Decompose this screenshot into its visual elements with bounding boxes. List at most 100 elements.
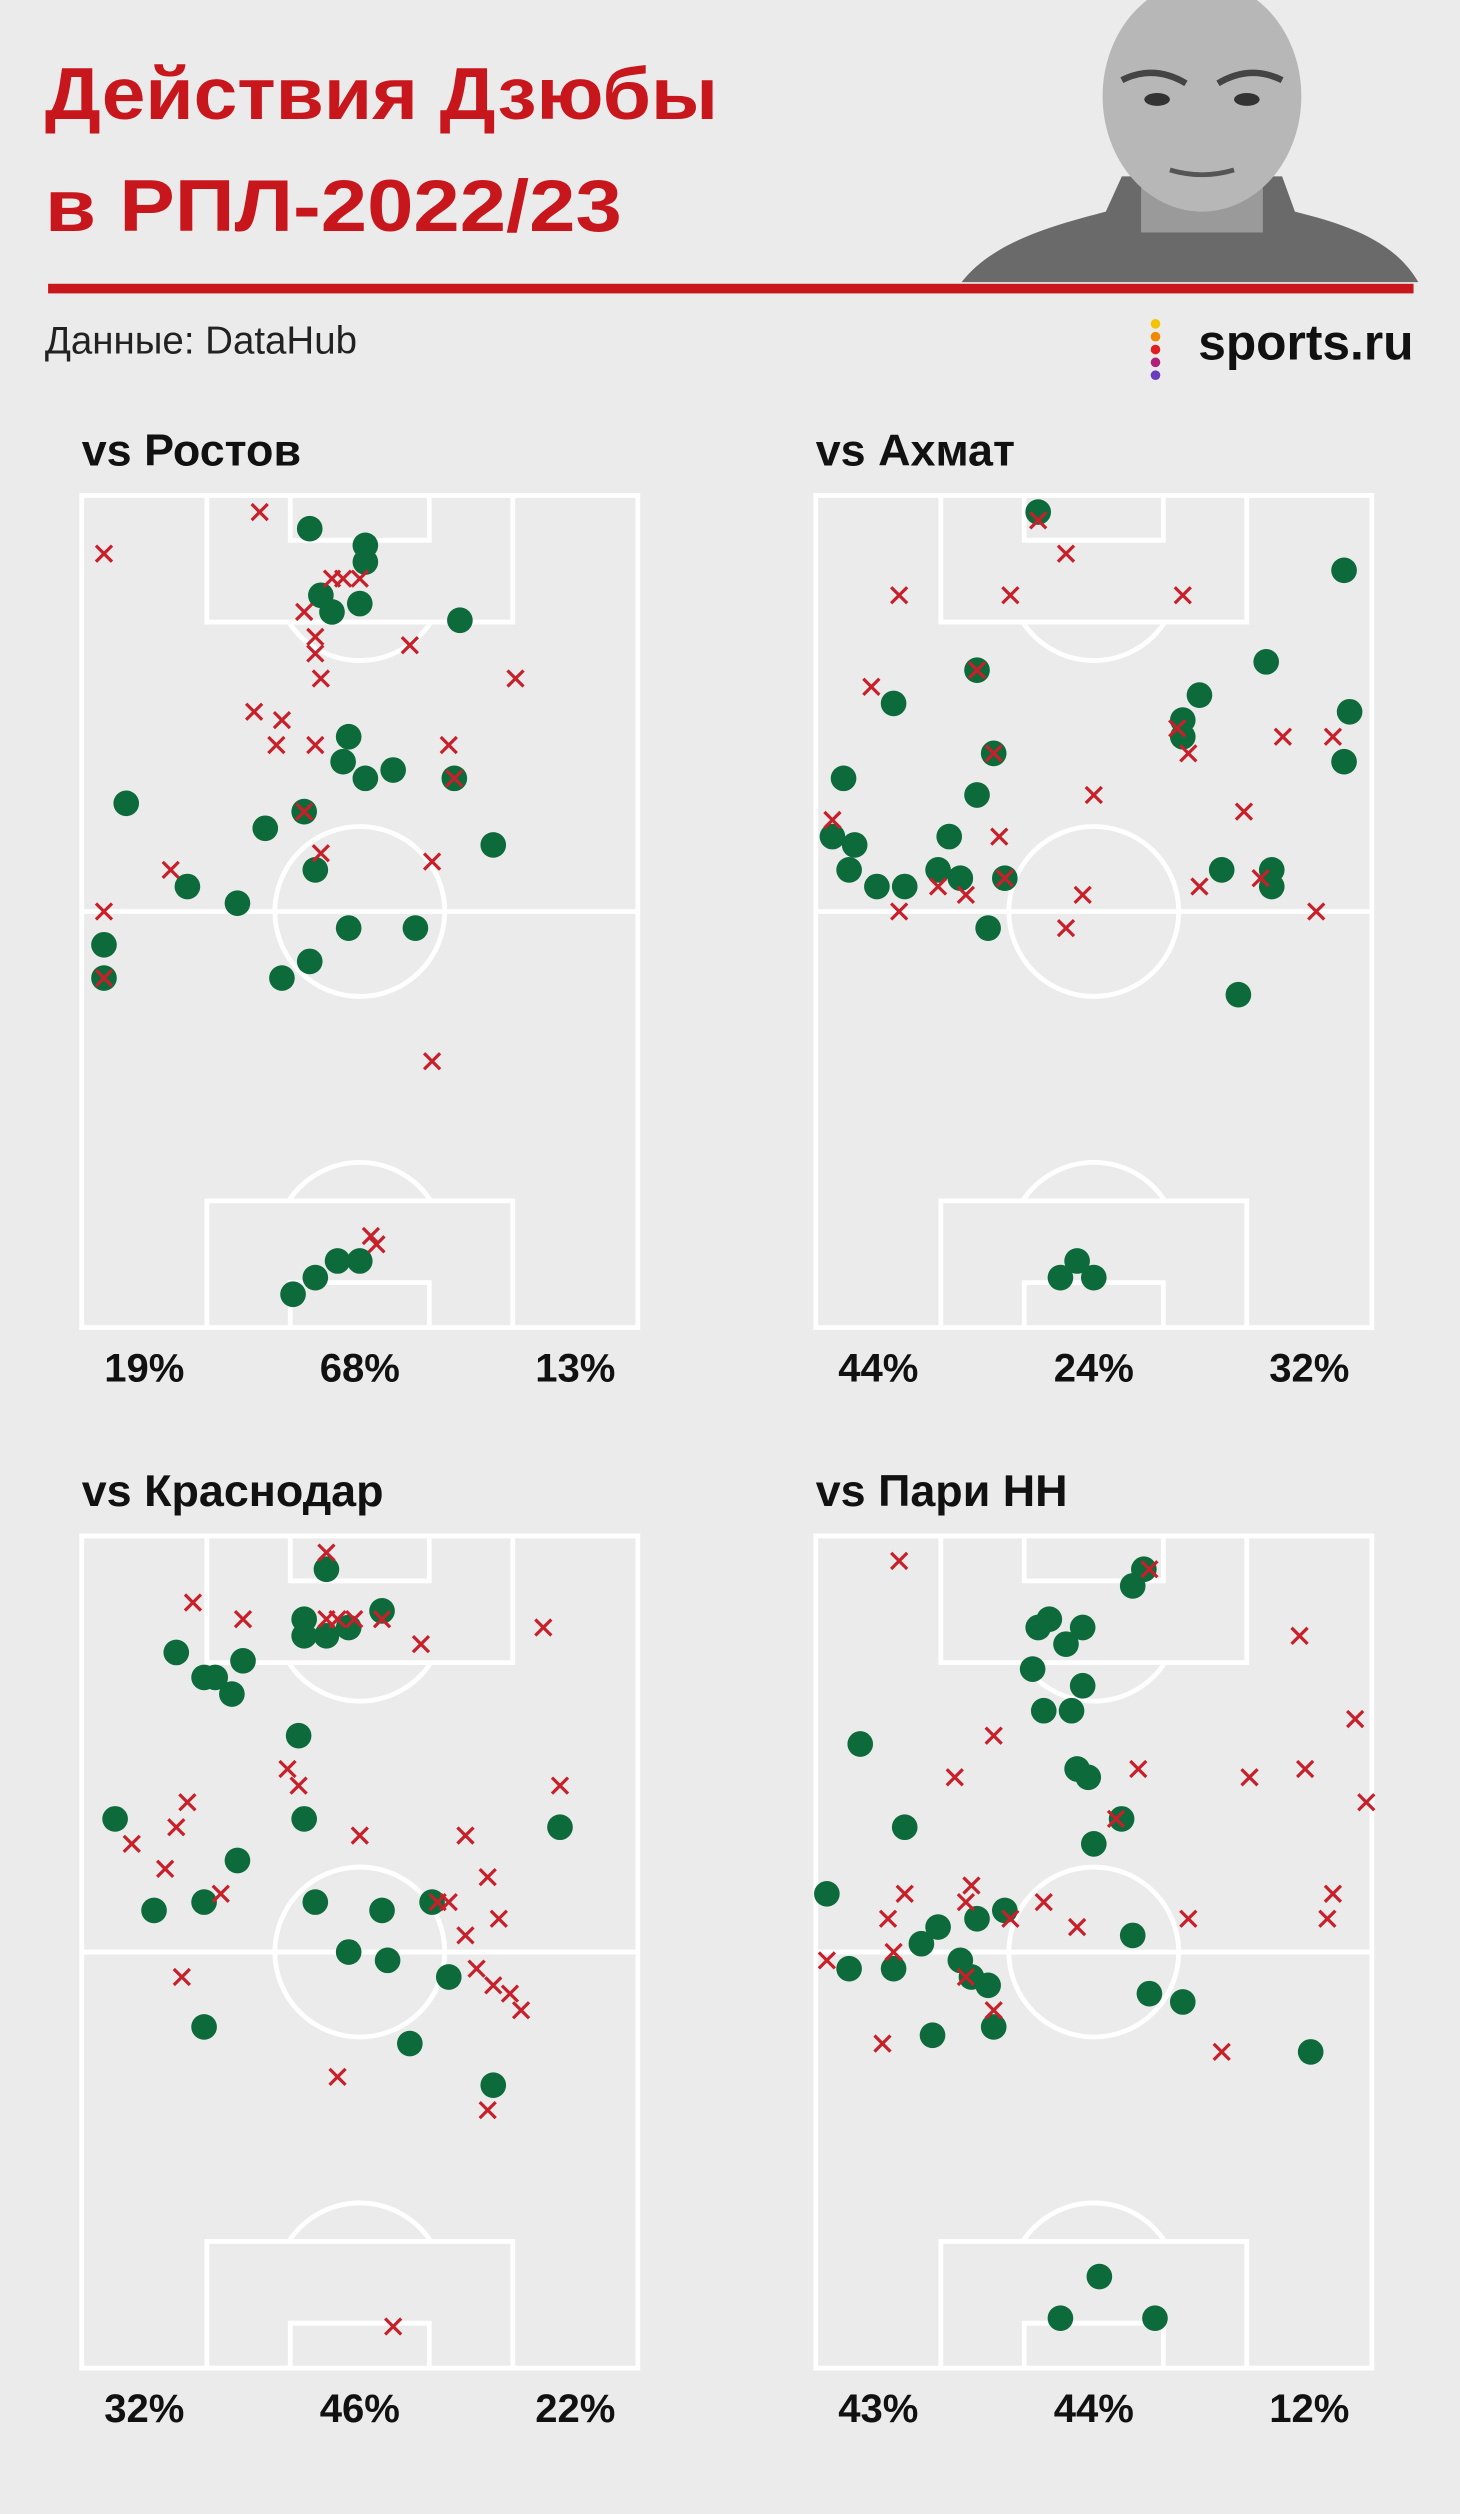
penalty-arc bbox=[286, 1160, 433, 1203]
action-cross bbox=[489, 1909, 508, 1928]
action-cross bbox=[478, 1867, 497, 1887]
zone-share: 19% bbox=[104, 1346, 184, 1390]
action-cross bbox=[1034, 1892, 1053, 1912]
action-cross bbox=[873, 2034, 892, 2053]
zone-share: 68% bbox=[320, 1346, 400, 1390]
zone-share: 12% bbox=[1269, 2387, 1349, 2431]
action-dot bbox=[964, 1905, 990, 1932]
action-cross bbox=[1212, 2042, 1231, 2062]
action-cross bbox=[161, 860, 180, 880]
action-cross bbox=[94, 968, 114, 988]
action-cross bbox=[967, 661, 987, 680]
action-cross bbox=[984, 1726, 1003, 1745]
action-dot bbox=[1069, 1672, 1096, 1699]
action-cross bbox=[445, 769, 464, 788]
action-dot bbox=[925, 857, 951, 883]
logo-dot bbox=[1150, 357, 1161, 368]
action-cross bbox=[895, 1884, 914, 1903]
logo-dot bbox=[1150, 344, 1161, 355]
action-cross bbox=[456, 1926, 475, 1945]
penalty-arc bbox=[1020, 1160, 1167, 1203]
goal-area bbox=[287, 1535, 432, 1584]
action-cross bbox=[984, 744, 1003, 763]
action-cross bbox=[1295, 1759, 1315, 1779]
logo-dot bbox=[1150, 319, 1161, 329]
zone-share: 46% bbox=[320, 2387, 400, 2431]
action-cross bbox=[484, 1976, 503, 1995]
action-dot bbox=[1053, 1631, 1079, 1657]
action-cross bbox=[1234, 802, 1254, 821]
action-cross bbox=[1318, 1909, 1337, 1928]
action-cross bbox=[328, 2067, 347, 2087]
action-cross bbox=[311, 844, 331, 863]
action-dot bbox=[252, 815, 279, 842]
action-dot bbox=[547, 1814, 573, 1841]
action-dot bbox=[1108, 1806, 1135, 1832]
action-cross bbox=[956, 1967, 976, 1987]
action-cross bbox=[422, 852, 442, 871]
action-cross bbox=[345, 1610, 364, 1629]
action-cross bbox=[328, 1610, 347, 1629]
action-cross bbox=[1106, 1809, 1126, 1829]
title-rule bbox=[48, 283, 1414, 294]
action-dot bbox=[302, 857, 329, 883]
action-cross bbox=[878, 1909, 898, 1928]
action-cross bbox=[278, 1759, 297, 1779]
title-line: в РПЛ-2022/23 bbox=[45, 164, 622, 247]
action-cross bbox=[817, 1951, 837, 1970]
action-dot bbox=[1336, 698, 1363, 725]
logo-dot bbox=[1150, 370, 1161, 380]
action-dot bbox=[280, 1281, 306, 1308]
action-dot bbox=[324, 1248, 351, 1274]
action-dot bbox=[980, 2014, 1007, 2040]
action-dot bbox=[330, 748, 356, 775]
action-dot bbox=[480, 832, 507, 858]
action-cross bbox=[995, 869, 1014, 888]
action-cross bbox=[317, 1543, 336, 1562]
action-dot bbox=[1064, 1248, 1090, 1274]
action-dot bbox=[1258, 873, 1285, 900]
penalty-box bbox=[938, 1535, 1250, 1666]
action-dot bbox=[1208, 857, 1235, 883]
penalty-box bbox=[938, 1198, 1250, 1328]
action-dot bbox=[313, 1556, 340, 1583]
action-dot bbox=[402, 915, 429, 941]
action-cross bbox=[928, 877, 948, 896]
action-dot bbox=[230, 1647, 256, 1674]
action-cross bbox=[267, 735, 286, 755]
action-cross bbox=[467, 1959, 486, 1978]
action-dot bbox=[369, 1598, 395, 1624]
action-cross bbox=[156, 1859, 175, 1878]
action-dot bbox=[830, 765, 857, 792]
action-dot bbox=[1047, 2305, 1074, 2331]
action-dot bbox=[419, 1889, 445, 1915]
action-dot bbox=[841, 832, 868, 858]
action-cross bbox=[167, 1818, 186, 1837]
action-dot bbox=[814, 1880, 840, 1907]
action-cross bbox=[244, 702, 264, 721]
portrait-brows bbox=[1120, 69, 1284, 87]
action-cross bbox=[350, 569, 369, 588]
action-cross bbox=[422, 1052, 442, 1071]
action-dot bbox=[1075, 1764, 1102, 1791]
action-cross bbox=[884, 1942, 903, 1962]
action-dot bbox=[836, 1955, 862, 1982]
action-dot bbox=[1080, 1831, 1107, 1857]
action-cross bbox=[172, 1967, 191, 1987]
logo: sports.ru bbox=[1198, 314, 1413, 370]
penalty-arc bbox=[286, 2200, 433, 2243]
zone-share: 43% bbox=[838, 2387, 918, 2431]
action-dot bbox=[191, 1889, 217, 1915]
action-dot bbox=[836, 857, 862, 883]
action-cross bbox=[534, 1618, 553, 1637]
portrait-mouth bbox=[1169, 167, 1235, 178]
action-dot bbox=[891, 1814, 918, 1841]
zone-share: 32% bbox=[104, 2387, 184, 2431]
action-cross bbox=[890, 902, 909, 921]
action-dot bbox=[380, 757, 406, 783]
action-dot bbox=[1080, 1264, 1107, 1291]
action-cross bbox=[1029, 511, 1048, 530]
penalty-arc bbox=[1020, 620, 1167, 663]
action-dot bbox=[335, 723, 362, 750]
pitch-panel: vs Ахмат 44% 24% 32% bbox=[813, 425, 1375, 1390]
